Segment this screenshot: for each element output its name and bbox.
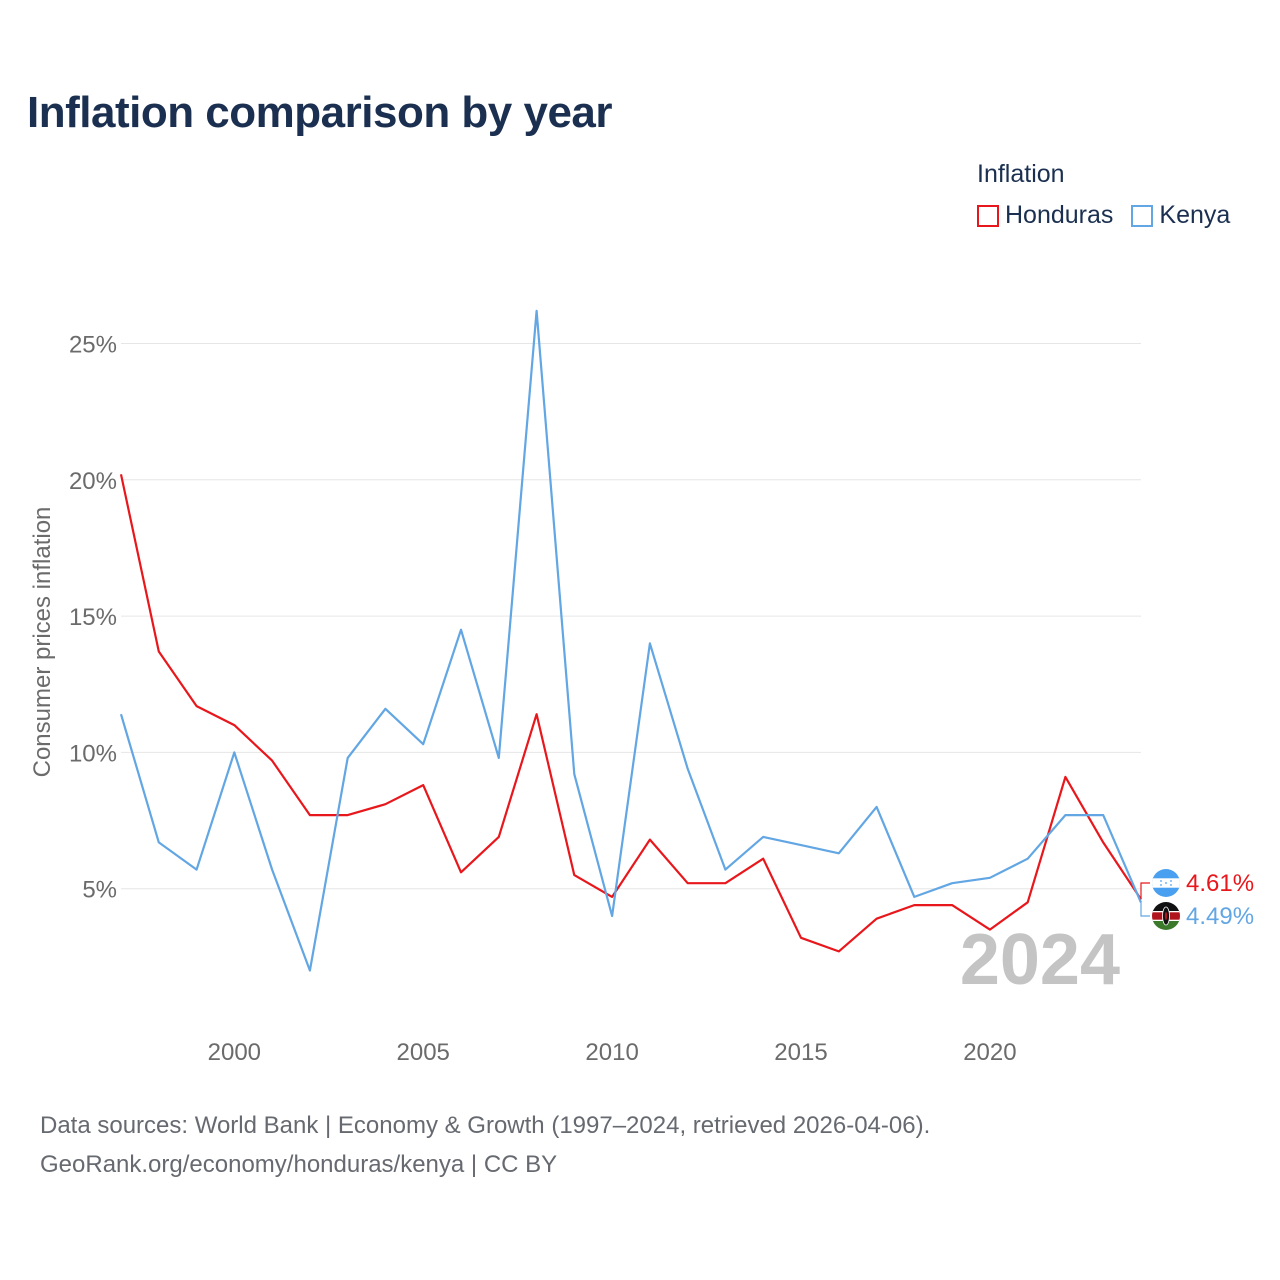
year-watermark: 2024 [960, 920, 1120, 1000]
grid-layer: 5% 10% 15% 20% 25% 2000 2005 2010 2015 2020 [69, 332, 1141, 1066]
legend-item-honduras[interactable]: Honduras [977, 201, 1113, 230]
legend-label-kenya: Kenya [1159, 201, 1231, 229]
end-markers-layer: 4.61% 4.49% [1140, 869, 1254, 930]
end-connector-honduras [1140, 882, 1150, 900]
x-tick-label-2015: 2015 [774, 1039, 827, 1066]
legend-swatch-honduras [977, 204, 999, 227]
legend-item-kenya[interactable]: Kenya [1131, 201, 1230, 230]
line-chart: 5%10%15%20%25%2000 2005 2010 2015 2020 2024 … [29, 309, 1254, 1066]
source-line-2: GeoRank.org/economy/honduras/kenya | CC … [40, 1151, 558, 1178]
x-tick-label-2010: 2010 [585, 1039, 638, 1066]
end-value-label-honduras: 4.61% [1186, 870, 1254, 897]
source-line-1: Data sources: World Bank | Economy & Gro… [40, 1112, 931, 1139]
x-tick-label-2020: 2020 [963, 1039, 1016, 1066]
y-tick-label-15: 15% [69, 604, 117, 631]
y-tick-label-10: 10% [69, 740, 117, 767]
x-tick-label-2000: 2000 [208, 1039, 261, 1066]
series-line-honduras [119, 474, 1142, 953]
y-tick-label-25: 25% [69, 332, 117, 359]
y-axis-label: Consumer prices inflation [29, 507, 56, 778]
end-value-label-kenya: 4.49% [1186, 903, 1254, 930]
series-line-kenya [119, 309, 1143, 972]
x-tick-label-2005: 2005 [397, 1039, 450, 1066]
y-tick-label-5: 5% [82, 877, 117, 904]
end-connector-kenya [1140, 902, 1150, 917]
legend-label-honduras: Honduras [1005, 201, 1114, 229]
legend: Inflation Honduras Kenya [977, 160, 1230, 230]
legend-items: Honduras Kenya [977, 201, 1230, 230]
chart-title: Inflation comparison by year [27, 88, 613, 137]
kenya-flag-icon [1152, 902, 1180, 930]
honduras-flag-icon [1152, 869, 1180, 897]
legend-title: Inflation [977, 160, 1065, 188]
legend-swatch-kenya [1131, 204, 1154, 227]
y-tick-label-20: 20% [69, 468, 117, 495]
series-layer [119, 309, 1143, 972]
source-note: Data sources: World Bank | Economy & Gro… [40, 1106, 930, 1184]
